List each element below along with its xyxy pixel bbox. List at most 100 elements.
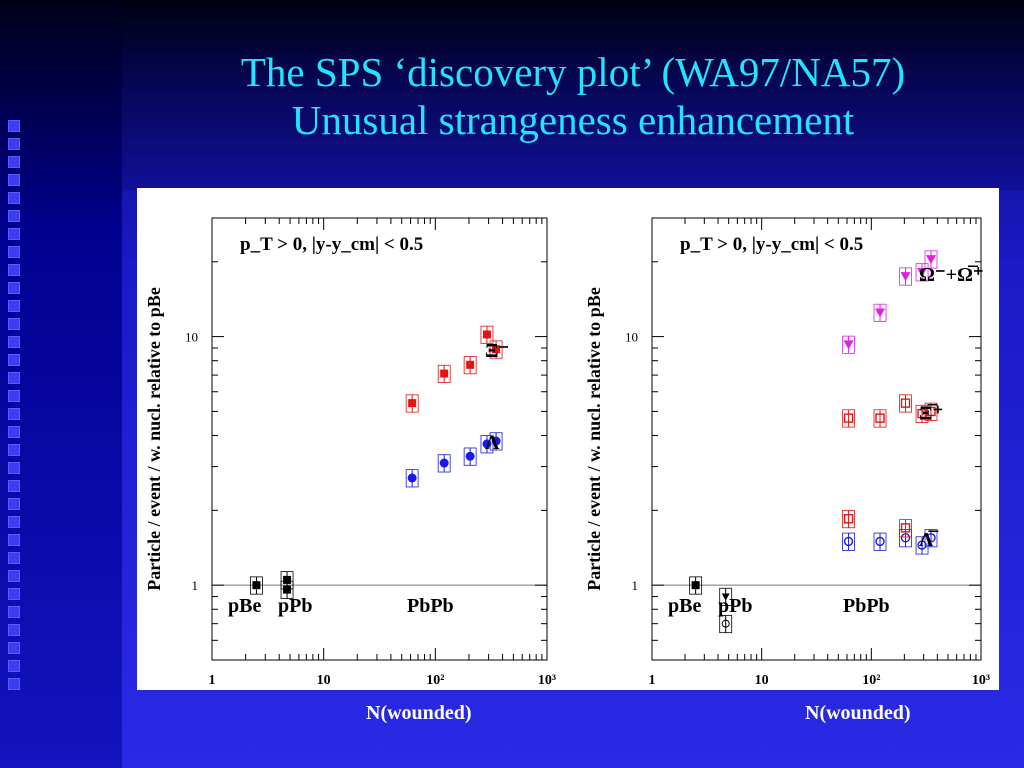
panel1-syst-box bbox=[437, 364, 451, 383]
panel2-syst-box bbox=[899, 394, 912, 413]
panel1-data-point bbox=[466, 360, 475, 369]
decorative-square bbox=[8, 210, 20, 222]
panel2-syst-box bbox=[842, 532, 855, 551]
panel2-syst-box bbox=[873, 532, 887, 551]
panel2-y-axis-label: Particle / event / w. nucl. relative to … bbox=[584, 287, 604, 591]
panel2-data-point bbox=[691, 581, 700, 590]
panel2-data-point bbox=[900, 523, 911, 533]
panel2-syst-box bbox=[842, 335, 855, 354]
panel1-data-point bbox=[440, 369, 449, 378]
panel1-system-label: pBe bbox=[228, 595, 261, 617]
panel2-syst-box bbox=[719, 587, 733, 606]
panel1-system-label: pPb bbox=[278, 595, 312, 617]
panel2-data-point bbox=[875, 308, 886, 318]
decorative-square bbox=[8, 354, 20, 366]
panel2-system-label: PbPb bbox=[843, 595, 890, 617]
title-line-2: Unusual strangeness enhancement bbox=[291, 97, 855, 143]
left-x-axis-caption: N(wounded) bbox=[366, 702, 472, 724]
panel1-data-point bbox=[439, 458, 449, 468]
panel1-syst-box bbox=[250, 576, 263, 595]
panel1-data-point bbox=[465, 451, 475, 461]
decorative-square bbox=[8, 552, 20, 564]
panel2-syst-box bbox=[924, 250, 938, 269]
panel1-y-axis-label: Particle / event / w. nucl. relative to … bbox=[144, 287, 164, 591]
panel2-x-tick-label: 10² bbox=[862, 673, 880, 688]
panel1-syst-box bbox=[280, 580, 294, 599]
panel2-syst-box bbox=[899, 267, 912, 286]
panel2-syst-box bbox=[924, 402, 938, 421]
decorative-square bbox=[8, 642, 20, 654]
decorative-square bbox=[8, 282, 20, 294]
decorative-square bbox=[8, 444, 20, 456]
decorative-square bbox=[8, 570, 20, 582]
panel2-data-point bbox=[843, 514, 854, 524]
panel2-data-point bbox=[917, 540, 927, 550]
panel2-series-label: Ω⁻+Ω̅⁺ bbox=[919, 264, 984, 286]
panel2-x-tick-label: 10³ bbox=[972, 673, 990, 688]
panel2-x-tick-label: 10 bbox=[755, 673, 769, 688]
panel2-cut-label: p_T > 0, |y-y_cm| < 0.5 bbox=[680, 234, 863, 255]
decorative-square bbox=[8, 498, 20, 510]
panel2-frame bbox=[651, 217, 982, 661]
figure-panel: 1 10 10² 10³ 1 10 Particle / event / w. nucl. … bbox=[137, 188, 999, 690]
panel1-data-point bbox=[482, 330, 491, 339]
panel1-x-tick-label: 1 bbox=[209, 673, 216, 688]
decorative-square bbox=[8, 120, 20, 132]
panel1-y-tick-label: 1 bbox=[192, 578, 199, 593]
panel2-syst-box bbox=[915, 263, 929, 282]
decorative-square bbox=[8, 372, 20, 384]
decorative-square bbox=[8, 390, 20, 402]
left-decoration-strip bbox=[0, 0, 122, 768]
panel2-series-label: Λ̅ bbox=[919, 529, 939, 551]
decorative-square bbox=[8, 138, 20, 150]
panel1-data-point bbox=[252, 581, 261, 590]
panel2-syst-box bbox=[899, 519, 912, 538]
decorative-square bbox=[8, 660, 20, 672]
panel1-syst-box bbox=[463, 447, 477, 466]
panel2-series-label: Ξ̅⁺ bbox=[919, 402, 943, 424]
panel2-x-tick-label: 1 bbox=[649, 673, 656, 688]
panel2-system-label: pBe bbox=[668, 595, 701, 617]
panel1-syst-box bbox=[489, 432, 503, 451]
panel1-x-tick-label: 10 bbox=[317, 673, 331, 688]
panel1-cut-label: p_T > 0, |y-y_cm| < 0.5 bbox=[240, 234, 423, 255]
panel2-syst-box bbox=[689, 576, 703, 595]
decorative-square bbox=[8, 156, 20, 168]
panel2-y-tick-label: 1 bbox=[632, 578, 639, 593]
decorative-square bbox=[8, 318, 20, 330]
panel2-syst-box bbox=[873, 409, 887, 428]
decorative-square bbox=[8, 228, 20, 240]
panel2-system-label: pPb bbox=[718, 595, 752, 617]
panel2-data-point bbox=[721, 619, 730, 628]
decorative-square bbox=[8, 192, 20, 204]
decorative-square bbox=[8, 480, 20, 492]
decorative-square bbox=[8, 174, 20, 186]
decorative-square bbox=[8, 408, 20, 420]
panel1-data-point bbox=[407, 473, 417, 483]
panel1-syst-box bbox=[480, 325, 494, 344]
right-x-axis-caption: N(wounded) bbox=[805, 702, 911, 724]
panel2-data-point bbox=[926, 406, 936, 417]
panel2-data-point bbox=[843, 413, 854, 423]
panel1-series-label: Ξ⁻ bbox=[485, 340, 509, 362]
panel2-syst-box bbox=[842, 409, 855, 428]
panel2-data-point bbox=[917, 408, 927, 419]
decorative-square bbox=[8, 624, 20, 636]
panel2-data-point bbox=[900, 398, 911, 408]
panel2-syst-box bbox=[915, 536, 929, 555]
decorative-square bbox=[8, 336, 20, 348]
title-line-1: The SPS ‘discovery plot’ (WA97/NA57) bbox=[240, 49, 906, 95]
panel1-syst-box bbox=[489, 340, 503, 359]
panel1-syst-box bbox=[405, 394, 419, 413]
panel1-y-tick-label: 10 bbox=[185, 330, 198, 345]
panel2-data-point bbox=[721, 593, 730, 601]
panel2-data-point bbox=[925, 255, 936, 265]
panel2-data-point bbox=[926, 533, 936, 543]
panel2-data-point bbox=[917, 267, 928, 277]
decorative-square bbox=[8, 534, 20, 546]
decorative-square bbox=[8, 516, 20, 528]
panel1-x-tick-label: 10² bbox=[426, 673, 444, 688]
panel1-data-point bbox=[408, 399, 417, 408]
panel1-syst-box bbox=[463, 356, 477, 375]
panel1-series-label: Λ bbox=[485, 432, 500, 454]
